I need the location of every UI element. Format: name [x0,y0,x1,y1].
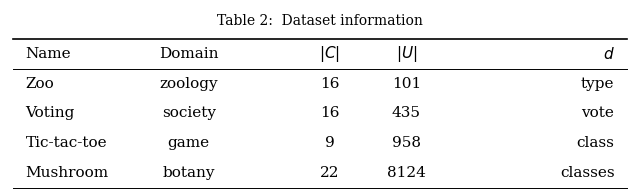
Text: $|U|$: $|U|$ [396,44,417,64]
Text: $|C|$: $|C|$ [319,44,340,64]
Text: class: class [577,136,614,150]
Text: Mushroom: Mushroom [26,166,109,180]
Text: vote: vote [582,107,614,120]
Text: 435: 435 [392,107,421,120]
Text: Zoo: Zoo [26,77,54,91]
Text: 16: 16 [320,107,339,120]
Text: botany: botany [163,166,215,180]
Text: Tic-tac-toe: Tic-tac-toe [26,136,108,150]
Text: Name: Name [26,47,71,61]
Text: classes: classes [560,166,614,180]
Text: 101: 101 [392,77,421,91]
Text: zoology: zoology [159,77,218,91]
Text: 9: 9 [324,136,335,150]
Text: Table 2:  Dataset information: Table 2: Dataset information [217,14,423,28]
Text: $d$: $d$ [603,46,614,62]
Text: 958: 958 [392,136,421,150]
Text: type: type [581,77,614,91]
Text: 22: 22 [320,166,339,180]
Text: Voting: Voting [26,107,75,120]
Text: Domain: Domain [159,47,218,61]
Text: game: game [168,136,210,150]
Text: 8124: 8124 [387,166,426,180]
Text: 16: 16 [320,77,339,91]
Text: society: society [162,107,216,120]
